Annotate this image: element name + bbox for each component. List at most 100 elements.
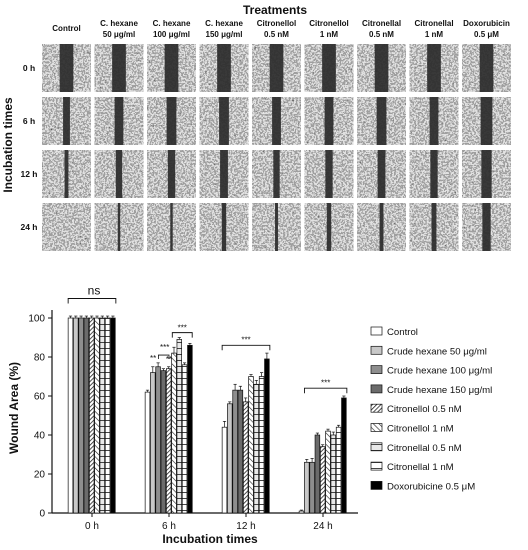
micrograph-cell-2-5 xyxy=(304,150,354,198)
micrograph-cell-1-5 xyxy=(304,97,354,145)
micrograph-cell-1-6 xyxy=(357,97,406,145)
legend-label-4: Citronellol 0.5 nM xyxy=(387,404,462,415)
stars-label: *** xyxy=(321,378,330,387)
micrograph-cell-0-8 xyxy=(462,44,511,92)
wound-gap xyxy=(430,150,438,198)
micrograph-cell-0-5 xyxy=(304,44,354,92)
column-header-5: Citronellol xyxy=(309,19,349,28)
row-labels: 0 h 6 h 12 h 24 h xyxy=(20,63,37,232)
ns-label: ns xyxy=(88,284,101,298)
column-header-2: C. hexane xyxy=(153,19,191,28)
micrograph-cell-0-1 xyxy=(94,44,144,92)
micrograph-cell-1-1 xyxy=(94,97,144,145)
bar-2-3 xyxy=(309,461,315,514)
legend-swatch-7 xyxy=(370,461,383,471)
bar-7-3 xyxy=(335,426,342,514)
legend-swatch-6 xyxy=(370,442,383,452)
wound-gap xyxy=(427,44,441,92)
legend-label-6: Citronellal 0.5 nM xyxy=(387,443,462,454)
column-header-1: C. hexane xyxy=(100,19,138,28)
stars-bracket xyxy=(221,344,271,351)
legend-label-3: Crude hexane 150 μg/ml xyxy=(387,385,492,396)
legend-label-8: Doxorubicine 0.5 μM xyxy=(387,481,475,492)
bar-5-1 xyxy=(171,352,177,514)
micrograph-cell-0-3 xyxy=(199,44,249,92)
legend-swatch-0 xyxy=(370,326,383,336)
y-tick-label: 80 xyxy=(34,353,46,364)
y-axis-title: Wound Area (%) xyxy=(7,362,21,454)
panel-title: Treatments xyxy=(243,3,307,17)
legend-swatch-4 xyxy=(370,403,383,413)
bar-8-2 xyxy=(264,358,270,514)
bar-3-3 xyxy=(314,434,321,514)
legend-swatch-3 xyxy=(370,384,383,394)
wound-gap xyxy=(167,150,176,198)
wound-gap xyxy=(112,44,126,92)
x-tick-label: 24 h xyxy=(313,521,332,532)
micrograph-cell-3-0 xyxy=(42,203,91,251)
micrograph-cell-2-3 xyxy=(199,150,249,198)
wound-gap xyxy=(374,44,389,92)
wound-gap xyxy=(377,150,386,198)
micrograph-cell-2-0 xyxy=(42,150,91,198)
wound-gap xyxy=(221,203,227,251)
column-header-4: 0.5 nM xyxy=(264,30,289,39)
column-header-5: 1 nM xyxy=(320,30,339,39)
bar-5-2 xyxy=(248,376,254,514)
column-header-4: Citronellol xyxy=(257,19,297,28)
wound-gap xyxy=(376,97,387,145)
chart-axes: 0 20 40 60 80 100 0 h 6 h 12 h 24 h xyxy=(28,310,358,532)
y-tick-label: 60 xyxy=(34,392,46,403)
row-label-1: 6 h xyxy=(23,116,35,126)
wound-gap xyxy=(59,44,74,92)
micrograph-cell-2-7 xyxy=(409,150,459,198)
column-header-6: Citronellal xyxy=(362,19,401,28)
chart-annotations: ns**************** xyxy=(67,284,348,394)
bar-3-2 xyxy=(237,389,244,514)
stars-label: *** xyxy=(160,343,169,352)
bar-4-0 xyxy=(88,317,95,514)
micrograph-cell-0-6 xyxy=(357,44,406,92)
bar-7-0 xyxy=(104,317,111,514)
micrograph-cell-0-0 xyxy=(42,44,91,92)
micrograph-cell-2-1 xyxy=(94,150,144,198)
x-tick-label: 6 h xyxy=(162,521,176,532)
wound-gap xyxy=(379,203,384,251)
bar-8-1 xyxy=(187,344,193,514)
wound-gap xyxy=(325,150,333,198)
wound-gap xyxy=(170,203,173,251)
x-tick-label: 0 h xyxy=(85,521,99,532)
micrograph-cell-3-3 xyxy=(199,203,249,251)
wound-gap xyxy=(164,44,179,92)
bar-6-1 xyxy=(176,339,182,514)
bar-2-1 xyxy=(155,366,161,514)
micrograph-cell-0-4 xyxy=(252,44,301,92)
micrograph-cell-3-6 xyxy=(357,203,406,251)
bar-1-2 xyxy=(227,403,233,514)
micrograph-cell-2-4 xyxy=(252,150,301,198)
wound-gap xyxy=(275,203,278,251)
micrograph-cell-1-2 xyxy=(147,97,196,145)
wound-gap xyxy=(219,97,229,145)
micrograph-cells xyxy=(42,44,511,251)
column-header-0: Control xyxy=(52,24,80,33)
bar-2-2 xyxy=(232,389,238,514)
wound-gap xyxy=(431,203,437,251)
bar-4-2 xyxy=(243,401,249,514)
ns-bracket xyxy=(67,298,117,304)
micrograph-cell-1-4 xyxy=(252,97,301,145)
wound-healing-micrograph-panel: Treatments Incubation times Control C. he… xyxy=(1,3,511,251)
wound-gap xyxy=(272,97,281,145)
column-header-8: 0.5 μM xyxy=(474,30,499,39)
legend-label-2: Crude hexane 100 μg/ml xyxy=(387,366,492,377)
micrograph-cell-1-3 xyxy=(199,97,249,145)
legend-swatch-8 xyxy=(370,481,383,490)
wound-gap xyxy=(166,97,177,145)
bar-4-3 xyxy=(320,446,326,514)
wound-gap xyxy=(63,97,70,145)
wound-gap xyxy=(269,44,284,92)
stars-bracket xyxy=(171,332,193,338)
micrograph-cell-0-2 xyxy=(147,44,196,92)
y-tick-label: 20 xyxy=(34,470,46,481)
